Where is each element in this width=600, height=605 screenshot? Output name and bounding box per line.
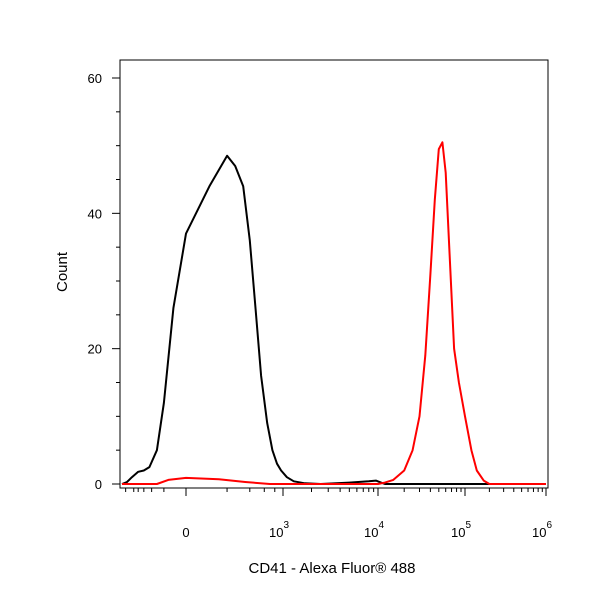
y-tick-label: 0: [95, 477, 102, 492]
x-tick-label: 105: [451, 520, 471, 540]
plot-frame: [119, 59, 549, 489]
series-layer: [121, 141, 546, 485]
x-axis: 0 103 104 105 106: [125, 488, 552, 540]
y-tick-label: 60: [88, 71, 102, 86]
histogram-series-2: [122, 141, 546, 485]
y-tick-label: 40: [88, 206, 102, 221]
x-tick-label: 104: [364, 520, 384, 540]
x-tick-label: 106: [532, 520, 552, 540]
y-tick-label: 20: [88, 342, 102, 357]
y-axis: 0 20 40 60: [88, 71, 120, 492]
histogram-series-1: [121, 154, 546, 485]
y-axis-title: Count: [54, 251, 71, 292]
x-tick-label: 103: [269, 520, 289, 540]
x-axis-title: CD41 - Alexa Fluor® 488: [249, 560, 416, 577]
x-tick-label: 0: [182, 525, 189, 540]
